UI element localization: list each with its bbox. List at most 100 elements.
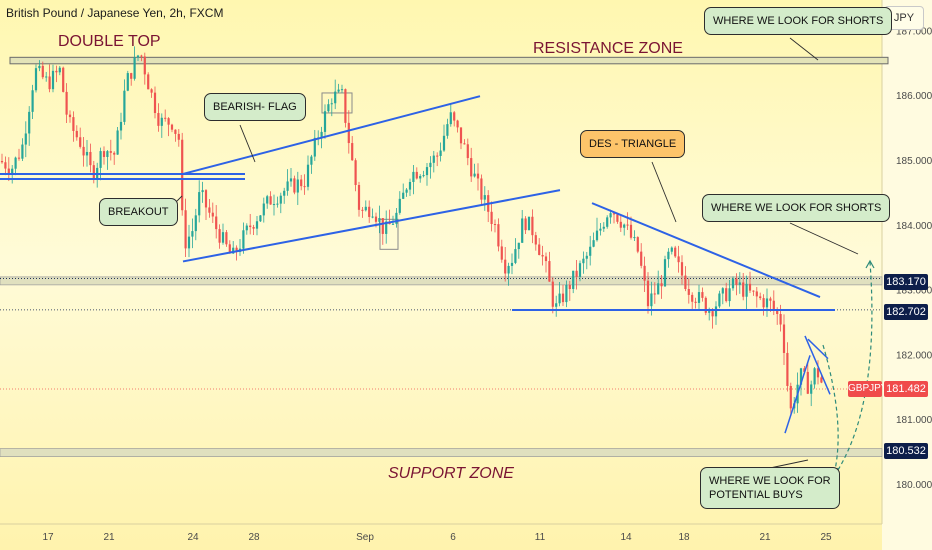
candle-body bbox=[51, 70, 55, 90]
candle-body bbox=[470, 158, 473, 177]
candle-body bbox=[143, 56, 146, 75]
candle-body bbox=[31, 90, 34, 112]
candle-body bbox=[612, 213, 616, 215]
candle-body bbox=[374, 216, 378, 222]
y-tick-label: 184.000 bbox=[896, 221, 932, 232]
candle-body bbox=[589, 246, 592, 256]
candle-body bbox=[711, 311, 714, 317]
candle-body bbox=[82, 146, 85, 156]
candle-body bbox=[65, 91, 68, 115]
candle-body bbox=[259, 215, 262, 222]
flag-lower-trendline bbox=[182, 189, 561, 263]
candle-body bbox=[582, 258, 585, 264]
x-tick-label: 21 bbox=[103, 532, 115, 543]
candle-body bbox=[225, 232, 228, 245]
candle-body bbox=[245, 225, 248, 231]
y-tick-label: 183.000 bbox=[896, 286, 932, 297]
candle-body bbox=[279, 195, 282, 204]
candle-body bbox=[102, 151, 106, 157]
candle-body bbox=[565, 284, 568, 303]
candle-body bbox=[592, 240, 595, 247]
candle-body bbox=[514, 249, 517, 263]
candle-body bbox=[507, 265, 510, 274]
candle-body bbox=[449, 112, 452, 125]
shorts-top-pointer bbox=[789, 37, 819, 61]
candle-body bbox=[262, 203, 265, 216]
candle-body bbox=[769, 298, 772, 301]
candle-body bbox=[272, 204, 276, 206]
breakout-callout: BREAKOUT bbox=[99, 198, 178, 226]
candle-body bbox=[153, 92, 157, 114]
candle-body bbox=[439, 150, 442, 156]
candle-body bbox=[510, 262, 514, 266]
candle-body bbox=[806, 371, 809, 394]
candle-body bbox=[0, 161, 4, 163]
candle-body bbox=[208, 207, 211, 213]
candle-body bbox=[252, 227, 255, 229]
candle-body bbox=[92, 165, 95, 179]
candle-body bbox=[45, 76, 48, 78]
candle-body bbox=[643, 265, 646, 281]
candle-body bbox=[408, 182, 412, 190]
price-tag-180-532: 180.532 bbox=[884, 443, 928, 459]
candle-body bbox=[7, 168, 10, 174]
candle-body bbox=[368, 206, 371, 217]
candle-body bbox=[453, 112, 456, 121]
candle-body bbox=[765, 298, 769, 308]
potential-buys-line-1: WHERE WE LOOK FOR bbox=[709, 475, 831, 487]
candle-body bbox=[456, 120, 459, 128]
candle-body bbox=[640, 251, 643, 266]
candle-body bbox=[344, 89, 347, 123]
buys-pointer bbox=[769, 459, 809, 469]
candle-body bbox=[575, 270, 578, 277]
candle-body bbox=[578, 263, 582, 277]
candle-body bbox=[412, 171, 415, 183]
x-tick-label: 21 bbox=[759, 532, 771, 543]
candle-body bbox=[330, 103, 333, 105]
candle-body bbox=[357, 185, 361, 210]
candle-body bbox=[483, 195, 486, 200]
candle-body bbox=[147, 74, 150, 90]
candle-body bbox=[300, 179, 303, 187]
pennant-tip-line bbox=[807, 338, 829, 360]
x-tick-label: Sep bbox=[356, 532, 374, 543]
candle-body bbox=[415, 171, 418, 179]
candle-body bbox=[742, 282, 745, 297]
candle-body bbox=[810, 384, 813, 394]
candle-body bbox=[429, 162, 432, 168]
candle-body bbox=[385, 221, 388, 234]
candle-body bbox=[157, 113, 160, 126]
candle-body bbox=[493, 224, 497, 226]
candle-body bbox=[283, 190, 286, 196]
candle-body bbox=[351, 143, 354, 161]
candle-body bbox=[684, 275, 687, 290]
candle-body bbox=[803, 368, 806, 372]
price-tag-last: 181.482 bbox=[884, 381, 928, 397]
candle-body bbox=[371, 216, 374, 218]
y-tick-label: 181.000 bbox=[896, 415, 932, 426]
candle-body bbox=[218, 229, 221, 243]
candle-body bbox=[72, 117, 75, 131]
candle-body bbox=[194, 215, 197, 232]
candle-body bbox=[306, 164, 310, 187]
candle-body bbox=[99, 151, 102, 168]
candle-body bbox=[616, 214, 619, 222]
triangle-upper-trendline bbox=[591, 202, 821, 299]
candle-body bbox=[490, 211, 493, 225]
candle-body bbox=[249, 225, 252, 228]
candle-body bbox=[164, 117, 167, 119]
pennant-upper-line bbox=[784, 355, 811, 434]
candle-body bbox=[500, 246, 503, 260]
candle-body bbox=[266, 196, 269, 204]
candle-body bbox=[181, 139, 184, 211]
candle-body bbox=[89, 151, 92, 166]
candle-body bbox=[170, 124, 174, 130]
candle-body bbox=[755, 291, 758, 297]
candle-body bbox=[313, 137, 316, 157]
candle-body bbox=[728, 288, 731, 302]
candle-body bbox=[714, 306, 718, 317]
candle-body bbox=[504, 259, 507, 274]
candle-body bbox=[548, 261, 551, 282]
